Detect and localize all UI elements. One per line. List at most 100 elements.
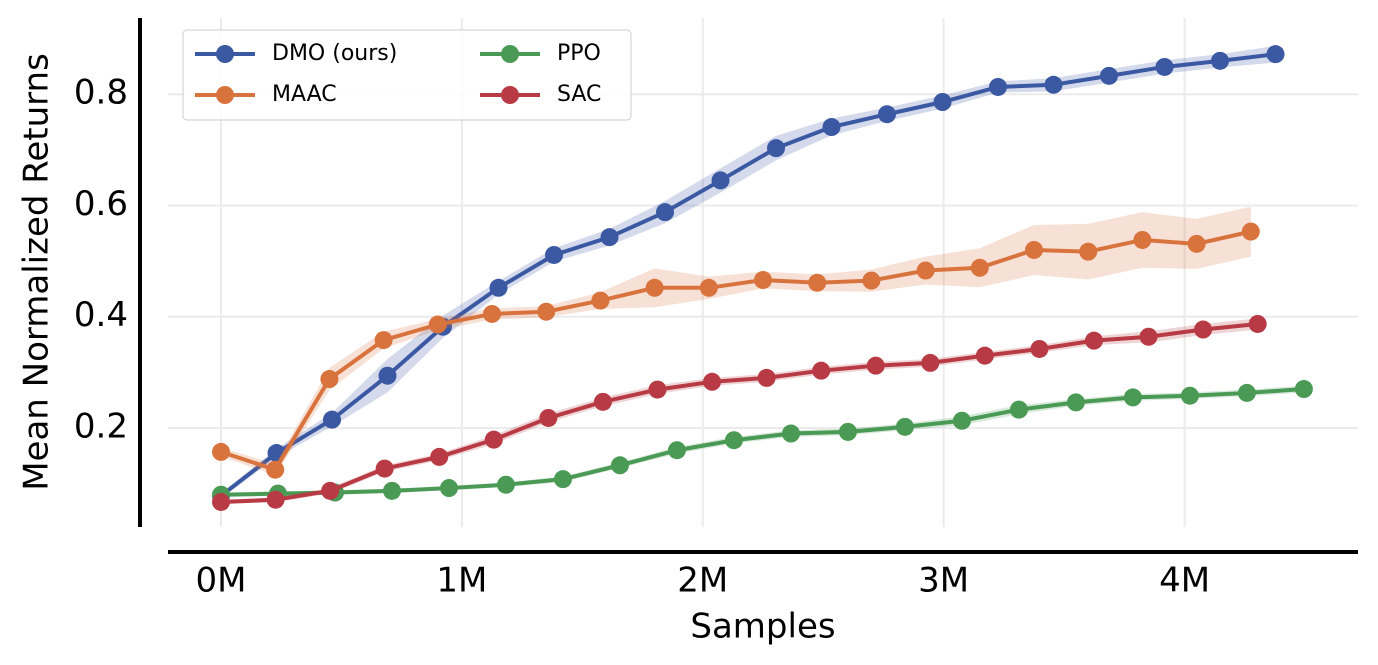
point <box>989 77 1008 96</box>
point <box>553 470 572 489</box>
point <box>496 475 515 494</box>
point <box>656 203 675 222</box>
point <box>1248 314 1267 333</box>
point <box>322 410 341 429</box>
point <box>484 430 503 449</box>
point <box>1294 380 1313 399</box>
point <box>593 392 612 411</box>
point <box>645 278 664 297</box>
point <box>754 271 772 290</box>
legend-marker <box>501 45 519 63</box>
error-band <box>220 206 1251 476</box>
point <box>1044 75 1063 94</box>
point <box>428 315 447 334</box>
point <box>862 271 881 290</box>
point <box>895 417 914 436</box>
point <box>539 408 558 427</box>
point <box>808 273 827 292</box>
point <box>1211 51 1230 70</box>
x-tick-label: 1M <box>436 561 487 601</box>
y-tick-label: 0.8 <box>74 73 128 113</box>
plot-area <box>211 45 1313 511</box>
point <box>375 459 394 478</box>
point <box>812 361 831 380</box>
point <box>781 424 800 443</box>
point <box>667 441 686 460</box>
point <box>610 456 629 475</box>
point <box>1133 230 1152 249</box>
legend: DMO (ours) MAAC PPO SAC <box>182 29 632 121</box>
point <box>482 304 501 323</box>
legend-label: PPO <box>557 41 601 66</box>
y-tick-label: 0.2 <box>74 406 128 446</box>
point <box>916 261 935 280</box>
point <box>703 372 722 391</box>
legend-marker <box>216 45 234 63</box>
point <box>1155 57 1174 76</box>
legend-label: MAAC <box>272 82 337 107</box>
point <box>266 460 285 479</box>
y-axis-label: Mean Normalized Returns <box>17 53 57 491</box>
point <box>1241 222 1260 241</box>
point <box>1187 234 1206 253</box>
point <box>970 258 989 277</box>
point <box>211 442 230 461</box>
legend-marker <box>501 86 519 104</box>
point <box>952 411 971 430</box>
y-tick-label: 0.6 <box>74 184 128 224</box>
point <box>933 92 952 111</box>
point <box>211 492 230 511</box>
point <box>1194 320 1213 339</box>
point <box>878 105 897 124</box>
point <box>1123 388 1142 407</box>
point <box>648 380 667 399</box>
point <box>724 431 743 450</box>
series-line <box>219 52 1276 498</box>
point <box>1084 331 1103 350</box>
point <box>489 278 508 297</box>
point <box>1066 393 1085 412</box>
point <box>374 331 393 350</box>
y-tick-label: 0.4 <box>74 295 128 335</box>
point <box>439 479 458 498</box>
point <box>1030 339 1049 358</box>
point <box>591 291 610 310</box>
point <box>711 171 730 190</box>
x-tick-label: 2M <box>677 561 728 601</box>
point <box>975 346 994 365</box>
point <box>378 366 397 385</box>
x-axis-label: Samples <box>690 607 835 647</box>
point <box>430 447 449 466</box>
point <box>866 356 885 375</box>
point <box>921 353 940 372</box>
point <box>266 490 285 509</box>
x-tick-label: 4M <box>1159 561 1210 601</box>
legend-marker <box>216 86 234 104</box>
point <box>600 228 619 247</box>
legend-label: SAC <box>557 82 601 107</box>
series-line <box>220 321 1258 504</box>
point <box>1266 45 1285 64</box>
point <box>767 139 786 158</box>
x-tick-label: 0M <box>196 561 247 601</box>
x-tick-label: 3M <box>918 561 969 601</box>
point <box>757 368 776 387</box>
point <box>838 422 857 441</box>
legend-label: DMO (ours) <box>272 41 397 66</box>
error-band <box>220 385 1304 497</box>
point <box>1180 386 1199 405</box>
point <box>537 302 556 321</box>
point <box>1100 66 1119 85</box>
point <box>822 118 841 137</box>
point <box>1079 242 1098 261</box>
series-line <box>220 229 1252 473</box>
point <box>1009 400 1028 419</box>
point <box>320 370 339 389</box>
point <box>1139 327 1158 346</box>
point <box>1237 383 1256 402</box>
point <box>699 278 718 297</box>
point <box>321 481 340 500</box>
point <box>382 481 401 500</box>
point <box>545 245 564 264</box>
